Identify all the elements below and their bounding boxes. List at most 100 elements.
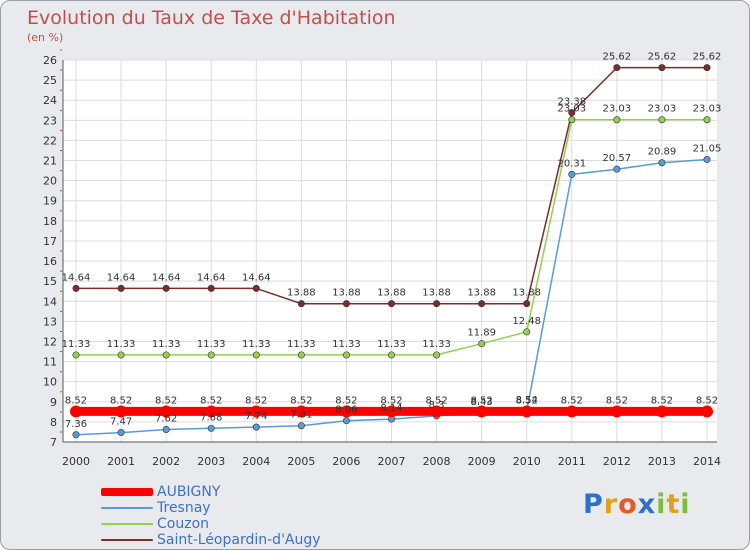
data-label: 11.33 <box>422 339 451 350</box>
data-point <box>342 300 350 308</box>
x-tick-label: 2011 <box>558 455 586 468</box>
data-label: 7.74 <box>245 411 267 422</box>
data-label: 8.3 <box>429 400 445 411</box>
data-label: 25.62 <box>693 52 722 63</box>
data-point <box>297 300 305 308</box>
data-point <box>295 405 308 418</box>
data-label: 14.64 <box>62 272 91 283</box>
legend-label-tresnay: Tresnay <box>157 500 211 516</box>
data-point <box>655 405 668 418</box>
data-point <box>568 170 576 178</box>
y-tick-label: 20 <box>43 175 57 188</box>
data-label: 11.33 <box>332 339 361 350</box>
legend-swatch-saint-leopardin <box>101 539 153 541</box>
data-label: 13.88 <box>467 288 496 299</box>
data-point <box>72 284 80 292</box>
data-label: 8.52 <box>516 395 538 406</box>
data-point <box>342 417 350 425</box>
data-point <box>250 405 263 418</box>
data-label: 11.89 <box>467 328 496 339</box>
data-label: 23.38 <box>557 97 586 108</box>
data-point <box>387 300 395 308</box>
data-point <box>117 351 125 359</box>
data-point <box>297 422 305 430</box>
data-point <box>160 405 173 418</box>
data-point <box>207 351 215 359</box>
data-label: 8.52 <box>335 395 357 406</box>
data-label: 11.33 <box>152 339 181 350</box>
y-tick-label: 25 <box>43 74 57 87</box>
data-label: 20.57 <box>603 153 632 164</box>
data-point <box>613 165 621 173</box>
data-label: 14.64 <box>107 272 136 283</box>
data-label: 11.33 <box>377 339 406 350</box>
legend-swatch-aubigny <box>101 488 153 496</box>
data-label: 23.03 <box>648 104 677 115</box>
x-tick-label: 2005 <box>287 455 315 468</box>
data-point <box>162 351 170 359</box>
x-tick-label: 2002 <box>152 455 180 468</box>
data-label: 7.47 <box>110 417 132 428</box>
x-tick-label: 2007 <box>378 455 406 468</box>
x-tick-label: 2000 <box>62 455 90 468</box>
data-point <box>658 64 666 72</box>
data-label: 13.88 <box>287 288 316 299</box>
y-tick-label: 26 <box>43 54 57 67</box>
data-point <box>703 156 711 164</box>
data-label: 8.52 <box>290 395 312 406</box>
y-tick-label: 14 <box>43 295 57 308</box>
y-tick-label: 18 <box>43 215 57 228</box>
data-label: 23.03 <box>693 104 722 115</box>
data-point <box>703 116 711 124</box>
data-point <box>117 429 125 437</box>
logo-letter: x <box>637 489 657 520</box>
data-point <box>658 116 666 124</box>
data-point <box>433 351 441 359</box>
legend: AUBIGNY Tresnay Couzon Saint-Léopardin-d… <box>101 484 401 548</box>
chart-title: Evolution du Taux de Taxe d'Habitation <box>27 7 396 29</box>
data-point <box>252 351 260 359</box>
y-tick-label: 11 <box>43 356 57 369</box>
data-point <box>433 300 441 308</box>
data-label: 8.52 <box>380 395 402 406</box>
x-tick-label: 2008 <box>423 455 451 468</box>
data-label: 7.36 <box>65 419 87 430</box>
data-point <box>340 405 353 418</box>
data-label: 12.48 <box>512 316 541 327</box>
x-tick-label: 2014 <box>693 455 721 468</box>
x-tick-label: 2004 <box>242 455 270 468</box>
data-label: 7.62 <box>155 414 177 425</box>
data-label: 11.33 <box>107 339 136 350</box>
plot-area <box>63 60 717 442</box>
data-point <box>701 405 713 418</box>
legend-item-saint-leopardin: Saint-Léopardin-d'Augy <box>101 532 401 548</box>
y-tick-label: 12 <box>43 335 57 348</box>
data-label: 8.52 <box>110 395 132 406</box>
data-point <box>523 328 531 336</box>
data-point <box>117 284 125 292</box>
logo-letter: i <box>680 489 691 520</box>
data-point <box>387 351 395 359</box>
y-tick-label: 13 <box>43 315 57 328</box>
y-tick-label: 22 <box>43 134 57 147</box>
data-label: 8.52 <box>200 395 222 406</box>
y-tick-label: 17 <box>43 235 57 248</box>
data-point <box>523 300 531 308</box>
y-tick-label: 16 <box>43 255 57 268</box>
y-tick-label: 10 <box>43 376 57 389</box>
data-point <box>252 284 260 292</box>
data-label: 23.03 <box>557 104 586 115</box>
data-label: 25.62 <box>603 52 632 63</box>
data-point <box>115 405 128 418</box>
data-point <box>72 431 80 439</box>
x-tick-label: 2003 <box>197 455 225 468</box>
data-label: 8.52 <box>65 395 87 406</box>
proxiti-logo: Proxiti <box>583 489 691 520</box>
legend-label-aubigny: AUBIGNY <box>157 484 221 500</box>
x-tick-label: 2006 <box>332 455 360 468</box>
data-point <box>658 159 666 167</box>
data-point <box>703 64 711 72</box>
data-point <box>568 116 576 124</box>
data-label: 13.88 <box>332 288 361 299</box>
y-tick-label: 9 <box>50 396 57 409</box>
